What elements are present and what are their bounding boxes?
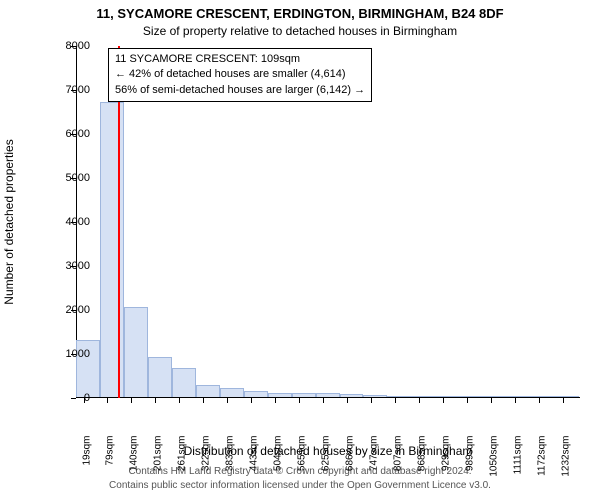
x-tick-mark	[275, 398, 276, 403]
x-tick-mark	[203, 398, 204, 403]
x-tick-mark	[395, 398, 396, 403]
y-tick-mark	[71, 90, 76, 91]
x-tick-label: 201sqm	[153, 436, 164, 496]
x-tick-mark	[227, 398, 228, 403]
histogram-bar	[340, 394, 364, 397]
x-tick-label: 686sqm	[345, 436, 356, 496]
y-tick-mark	[71, 354, 76, 355]
x-tick-mark	[539, 398, 540, 403]
x-tick-label: 989sqm	[464, 436, 475, 496]
chart-container: 11, SYCAMORE CRESCENT, ERDINGTON, BIRMIN…	[0, 0, 600, 500]
x-tick-mark	[443, 398, 444, 403]
x-tick-mark	[251, 398, 252, 403]
histogram-bar	[363, 395, 387, 397]
y-tick-mark	[71, 222, 76, 223]
histogram-bar	[172, 368, 196, 397]
histogram-bar	[268, 393, 292, 397]
histogram-bar	[220, 388, 244, 397]
histogram-bar	[507, 396, 531, 397]
x-tick-mark	[107, 398, 108, 403]
histogram-bar	[292, 393, 316, 397]
x-tick-label: 1232sqm	[561, 436, 572, 496]
x-tick-label: 1111sqm	[513, 436, 524, 496]
x-tick-mark	[515, 398, 516, 403]
x-tick-label: 261sqm	[177, 436, 188, 496]
x-tick-label: 868sqm	[417, 436, 428, 496]
x-tick-label: 1172sqm	[537, 436, 548, 496]
histogram-bar	[148, 357, 172, 397]
chart-title-address: 11, SYCAMORE CRESCENT, ERDINGTON, BIRMIN…	[0, 6, 600, 21]
x-tick-label: 929sqm	[441, 436, 452, 496]
x-tick-mark	[155, 398, 156, 403]
y-tick-mark	[71, 266, 76, 267]
histogram-bar	[459, 396, 483, 397]
x-tick-label: 140sqm	[129, 436, 140, 496]
histogram-bar	[100, 102, 124, 397]
histogram-bar	[435, 396, 459, 397]
x-tick-mark	[491, 398, 492, 403]
annotation-line-1: 11 SYCAMORE CRESCENT: 109sqm	[115, 52, 365, 67]
annotation-box: 11 SYCAMORE CRESCENT: 109sqm ← 42% of de…	[108, 48, 372, 102]
histogram-bar	[387, 396, 411, 397]
x-tick-mark	[299, 398, 300, 403]
x-tick-label: 504sqm	[273, 436, 284, 496]
x-tick-mark	[419, 398, 420, 403]
x-tick-label: 1050sqm	[489, 436, 500, 496]
x-tick-label: 807sqm	[393, 436, 404, 496]
histogram-bar	[411, 396, 435, 397]
y-tick-mark	[71, 134, 76, 135]
x-tick-label: 383sqm	[225, 436, 236, 496]
histogram-bar	[555, 396, 579, 397]
histogram-bar	[531, 396, 555, 397]
x-tick-label: 19sqm	[81, 436, 92, 496]
histogram-bar	[316, 393, 340, 397]
x-tick-mark	[347, 398, 348, 403]
x-tick-label: 443sqm	[249, 436, 260, 496]
x-tick-label: 747sqm	[369, 436, 380, 496]
x-tick-mark	[371, 398, 372, 403]
y-tick-mark	[71, 178, 76, 179]
y-axis-label: Number of detached properties	[2, 46, 16, 398]
histogram-bar	[124, 307, 148, 397]
y-tick-mark	[71, 310, 76, 311]
histogram-bar	[196, 385, 220, 397]
annotation-line-2: ← 42% of detached houses are smaller (4,…	[115, 67, 365, 82]
histogram-bar	[483, 396, 507, 397]
y-tick-mark	[71, 46, 76, 47]
x-tick-mark	[179, 398, 180, 403]
x-tick-mark	[563, 398, 564, 403]
x-tick-label: 79sqm	[105, 436, 116, 496]
annotation-line-3: 56% of semi-detached houses are larger (…	[115, 83, 365, 98]
y-tick-mark	[71, 398, 76, 399]
histogram-bar	[244, 391, 268, 397]
x-tick-mark	[323, 398, 324, 403]
x-tick-mark	[467, 398, 468, 403]
x-tick-mark	[84, 398, 85, 403]
chart-title-description: Size of property relative to detached ho…	[0, 24, 600, 38]
x-tick-mark	[131, 398, 132, 403]
x-tick-label: 565sqm	[297, 436, 308, 496]
x-tick-label: 322sqm	[201, 436, 212, 496]
x-tick-label: 625sqm	[321, 436, 332, 496]
